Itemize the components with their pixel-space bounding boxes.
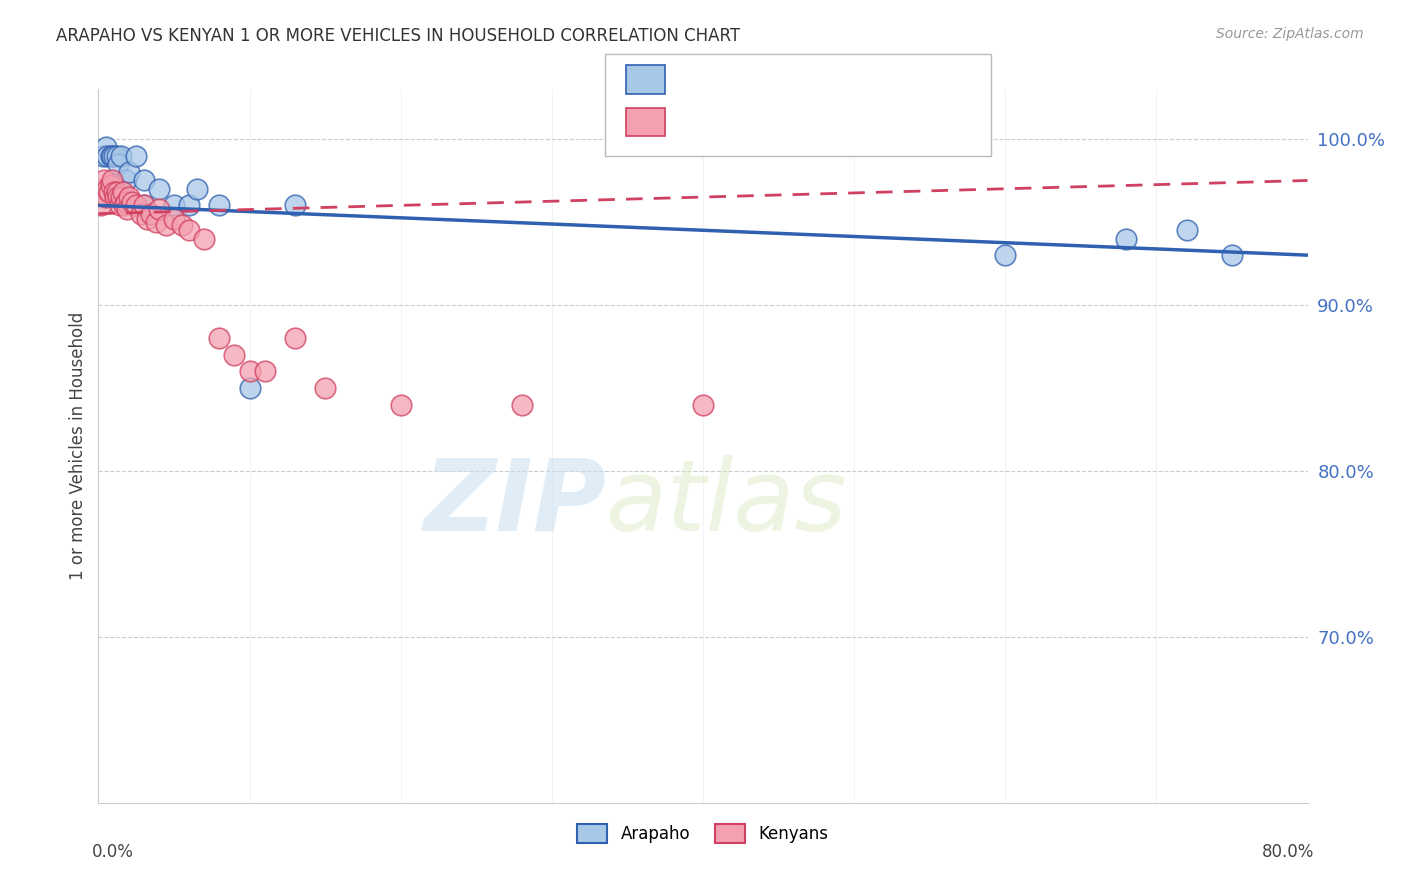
- Text: 41: 41: [865, 112, 887, 129]
- Text: -0.068: -0.068: [721, 69, 780, 87]
- Point: [239, 381, 262, 395]
- Point: [179, 223, 201, 237]
- Point: [114, 173, 136, 187]
- Point: [90, 198, 112, 212]
- Text: ARAPAHO VS KENYAN 1 OR MORE VEHICLES IN HOUSEHOLD CORRELATION CHART: ARAPAHO VS KENYAN 1 OR MORE VEHICLES IN …: [56, 27, 741, 45]
- Point: [224, 348, 246, 362]
- Point: [132, 173, 155, 187]
- Point: [145, 215, 167, 229]
- Point: [170, 219, 193, 233]
- Point: [91, 148, 114, 162]
- Point: [98, 185, 121, 199]
- Y-axis label: 1 or more Vehicles in Household: 1 or more Vehicles in Household: [69, 312, 87, 580]
- Point: [125, 198, 148, 212]
- Legend: Arapaho, Kenyans: Arapaho, Kenyans: [569, 815, 837, 852]
- Point: [389, 397, 412, 411]
- Text: N =: N =: [823, 112, 853, 129]
- Text: 26: 26: [865, 69, 887, 87]
- Point: [193, 231, 215, 245]
- Text: 80.0%: 80.0%: [1263, 843, 1315, 861]
- Text: atlas: atlas: [606, 455, 848, 551]
- Point: [101, 148, 124, 162]
- Point: [110, 148, 132, 162]
- Text: 0.0%: 0.0%: [91, 843, 134, 861]
- Point: [100, 178, 122, 193]
- Point: [239, 364, 262, 378]
- Point: [132, 198, 155, 212]
- Point: [105, 148, 128, 162]
- Point: [692, 397, 714, 411]
- Point: [994, 248, 1017, 262]
- Point: [114, 195, 136, 210]
- Point: [105, 185, 128, 199]
- Point: [125, 148, 148, 162]
- Point: [284, 331, 307, 345]
- Text: R =: R =: [679, 69, 710, 87]
- Point: [94, 190, 117, 204]
- Point: [1175, 223, 1198, 237]
- Point: [163, 198, 186, 212]
- Point: [148, 182, 170, 196]
- Point: [107, 157, 129, 171]
- Point: [115, 202, 138, 216]
- Point: [112, 198, 135, 212]
- Text: N =: N =: [823, 69, 853, 87]
- Point: [208, 331, 231, 345]
- Point: [108, 198, 131, 212]
- Point: [93, 173, 115, 187]
- Point: [118, 190, 141, 204]
- Point: [100, 148, 122, 162]
- Point: [121, 195, 143, 210]
- Point: [111, 185, 134, 199]
- Text: Source: ZipAtlas.com: Source: ZipAtlas.com: [1216, 27, 1364, 41]
- Point: [1115, 231, 1137, 245]
- Point: [96, 148, 118, 162]
- Point: [101, 173, 124, 187]
- Point: [107, 190, 129, 204]
- Point: [135, 211, 157, 226]
- Point: [125, 198, 148, 212]
- Point: [104, 190, 127, 204]
- Point: [155, 219, 177, 233]
- Point: [163, 211, 186, 226]
- Point: [132, 198, 155, 212]
- Text: R =: R =: [679, 112, 710, 129]
- Point: [96, 182, 118, 196]
- Text: ZIP: ZIP: [423, 455, 606, 551]
- Point: [314, 381, 336, 395]
- Point: [1220, 248, 1243, 262]
- Point: [91, 182, 114, 196]
- Point: [510, 397, 533, 411]
- Point: [129, 207, 152, 221]
- Point: [110, 190, 132, 204]
- Point: [94, 140, 117, 154]
- Text: 0.052: 0.052: [721, 112, 779, 129]
- Point: [253, 364, 276, 378]
- Point: [118, 165, 141, 179]
- Point: [141, 207, 163, 221]
- Point: [186, 182, 208, 196]
- Point: [284, 198, 307, 212]
- Point: [103, 148, 125, 162]
- Point: [208, 198, 231, 212]
- Point: [103, 185, 125, 199]
- Point: [179, 198, 201, 212]
- Point: [148, 202, 170, 216]
